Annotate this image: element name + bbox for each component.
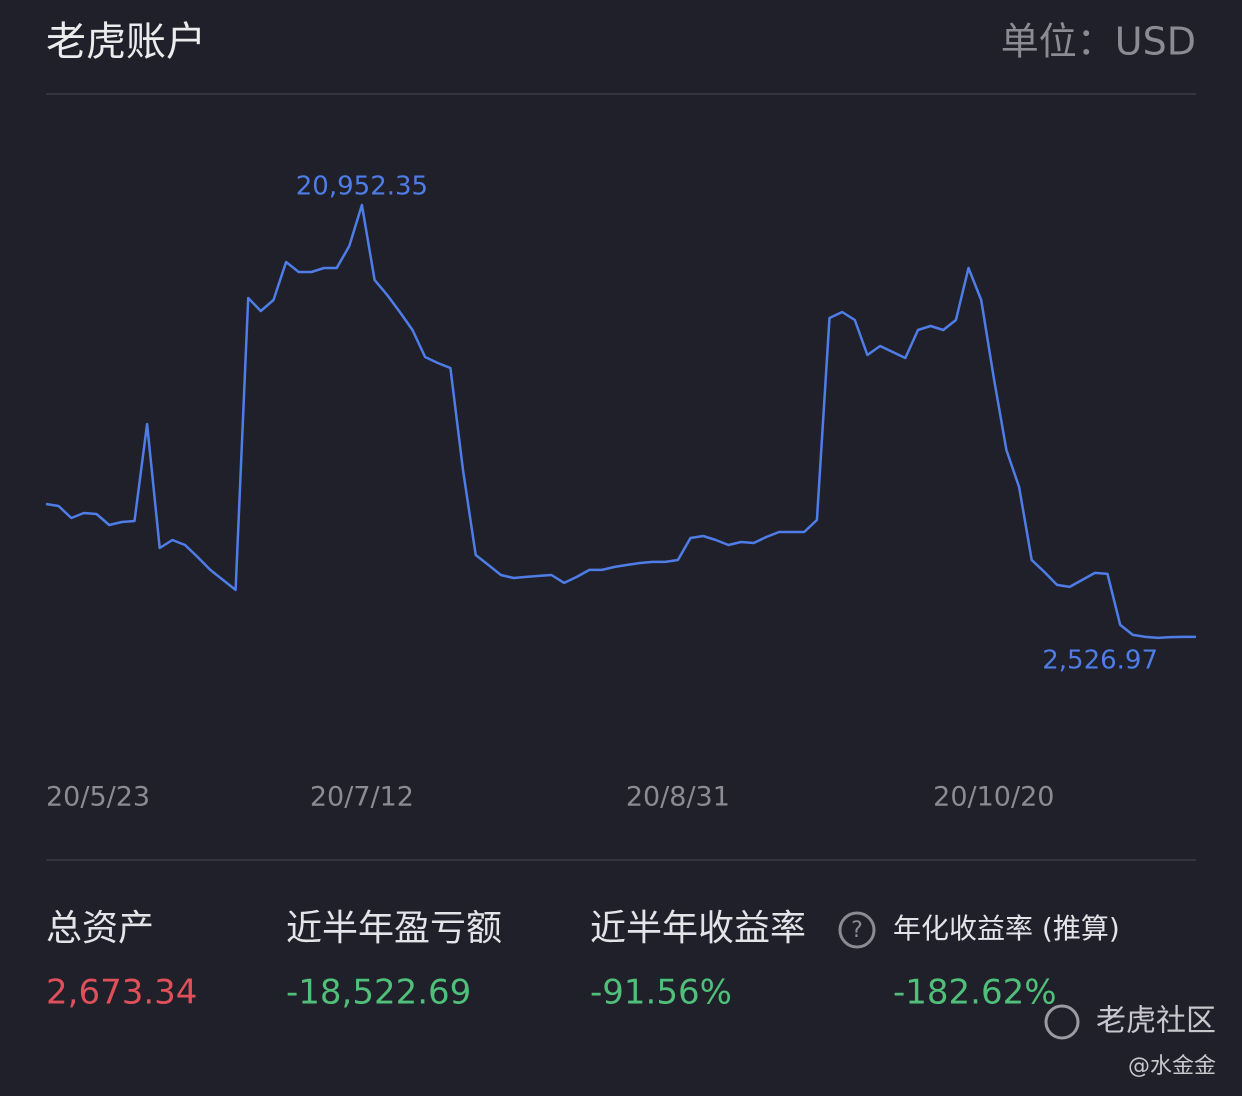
stat-value: -182.62% (893, 973, 1057, 1013)
value-label: 20,952.35 (296, 172, 428, 202)
help-icon-glyph: ? (851, 918, 863, 943)
stat-label: 总资产 (46, 908, 154, 949)
stat-label: 年化收益率 (推算) (893, 912, 1120, 945)
help-icon[interactable] (838, 911, 876, 949)
brand-logo (1044, 1004, 1080, 1040)
x-tick-label: 20/8/31 (626, 782, 730, 813)
line (45, 203, 1196, 640)
x-tick-label: 20/5/23 (46, 782, 150, 813)
unit: 单位：USD (1001, 20, 1196, 64)
stats: 总资产 2,673.34 近半年盈亏额 -18,522.69 近半年收益率 -91.56%… (46, 908, 1120, 1013)
x-tick-label: 20/10/20 (933, 782, 1054, 813)
x-tick-label: 20/7/12 (310, 782, 414, 813)
stat-value: 2,673.34 (46, 973, 197, 1013)
chart: 20/5/23 20/7/12 20/8/31 20/10/20 20,952.35 2,… (45, 172, 1196, 813)
stat-label: 近半年盈亏额 (286, 908, 502, 949)
stat-value: -18,522.69 (286, 973, 471, 1013)
watermark-brand: 老虎社区 (1096, 1004, 1216, 1039)
watermark-author: @水金金 (1128, 1054, 1216, 1079)
stat-label: 近半年收益率 (590, 908, 806, 949)
value-label: 2,526.97 (1042, 645, 1158, 675)
title: 老虎账户 (46, 19, 206, 65)
stat-value: -91.56% (590, 973, 732, 1013)
